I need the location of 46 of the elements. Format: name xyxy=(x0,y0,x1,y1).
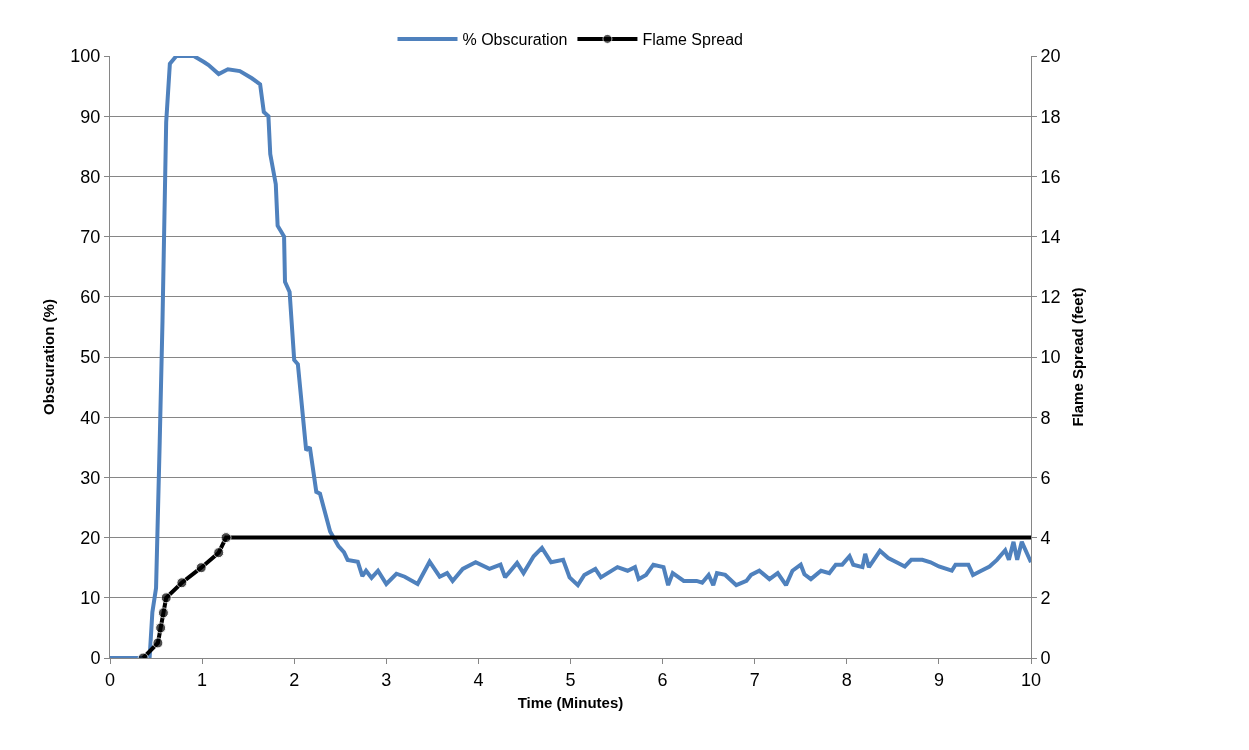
x-axis-title: Time (Minutes) xyxy=(517,693,624,711)
x-tick-label: 2 xyxy=(289,669,300,690)
y-tick-label: 40 xyxy=(80,407,101,428)
y2-axis-title: Flame Spread (feet) xyxy=(1068,287,1086,427)
y-tick-label: 80 xyxy=(80,166,101,187)
point xyxy=(155,622,167,634)
x-tick-label: 3 xyxy=(381,669,392,690)
x-tick-label: 10 xyxy=(1020,669,1042,690)
y-tick-label: 0 xyxy=(90,648,101,669)
y2-tick-label: 8 xyxy=(1040,407,1051,428)
y2-tick-label: 4 xyxy=(1040,527,1051,548)
x-tick-label: 0 xyxy=(104,669,116,690)
y-tick-label: 70 xyxy=(80,226,101,247)
y-tick-label: 100 xyxy=(70,46,101,67)
point xyxy=(157,607,169,619)
y-axis-title: Obscuration (%) xyxy=(39,299,57,415)
y2-tick-label: 2 xyxy=(1040,588,1051,609)
y2-tick-label: 6 xyxy=(1040,467,1051,488)
y2-tick-label: 14 xyxy=(1040,226,1061,247)
point xyxy=(176,577,188,589)
y2-tick-label: 10 xyxy=(1040,347,1061,368)
y2-tick-label: 12 xyxy=(1040,287,1061,308)
legend-label: % Obscuration xyxy=(462,31,568,49)
y-tick-label: 30 xyxy=(80,467,101,488)
point xyxy=(220,532,232,544)
x-tick-label: 6 xyxy=(657,669,668,690)
y-tick-label: 20 xyxy=(80,527,101,548)
y2-tick-label: 16 xyxy=(1040,166,1061,187)
x-tick-label: 9 xyxy=(933,669,944,690)
x-tick-label: 8 xyxy=(841,669,852,690)
x-tick-label: 4 xyxy=(473,669,484,690)
point xyxy=(195,562,207,574)
legend-label: Flame Spread xyxy=(642,31,743,49)
y2-tick-label: 20 xyxy=(1040,46,1061,67)
x-tick-label: 1 xyxy=(197,669,208,690)
point xyxy=(213,547,225,559)
point xyxy=(160,592,172,604)
y-tick-label: 60 xyxy=(80,287,101,308)
y-tick-label: 90 xyxy=(80,106,101,127)
y2-tick-label: 0 xyxy=(1040,648,1051,669)
x-tick-label: 7 xyxy=(749,669,760,690)
y2-tick-label: 18 xyxy=(1040,106,1061,127)
x-tick-label: 5 xyxy=(565,669,576,690)
point xyxy=(152,637,164,649)
y-tick-label: 10 xyxy=(80,588,101,609)
y-tick-label: 50 xyxy=(80,347,101,368)
